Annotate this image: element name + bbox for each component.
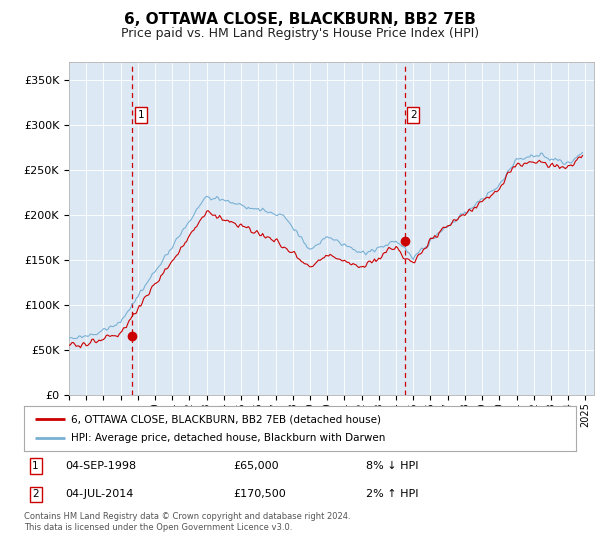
Text: 04-SEP-1998: 04-SEP-1998 xyxy=(65,461,137,471)
Text: 6, OTTAWA CLOSE, BLACKBURN, BB2 7EB: 6, OTTAWA CLOSE, BLACKBURN, BB2 7EB xyxy=(124,12,476,27)
Text: Price paid vs. HM Land Registry's House Price Index (HPI): Price paid vs. HM Land Registry's House … xyxy=(121,27,479,40)
Text: 6, OTTAWA CLOSE, BLACKBURN, BB2 7EB (detached house): 6, OTTAWA CLOSE, BLACKBURN, BB2 7EB (det… xyxy=(71,414,381,424)
Text: 8% ↓ HPI: 8% ↓ HPI xyxy=(366,461,419,471)
Text: £170,500: £170,500 xyxy=(234,489,287,500)
Text: 1: 1 xyxy=(137,110,144,120)
Text: 1: 1 xyxy=(32,461,39,471)
Text: 2: 2 xyxy=(410,110,416,120)
Text: 2: 2 xyxy=(32,489,39,500)
Text: Contains HM Land Registry data © Crown copyright and database right 2024.
This d: Contains HM Land Registry data © Crown c… xyxy=(24,512,350,532)
Text: 04-JUL-2014: 04-JUL-2014 xyxy=(65,489,134,500)
Text: HPI: Average price, detached house, Blackburn with Darwen: HPI: Average price, detached house, Blac… xyxy=(71,433,385,444)
Text: 2% ↑ HPI: 2% ↑ HPI xyxy=(366,489,419,500)
Text: £65,000: £65,000 xyxy=(234,461,280,471)
